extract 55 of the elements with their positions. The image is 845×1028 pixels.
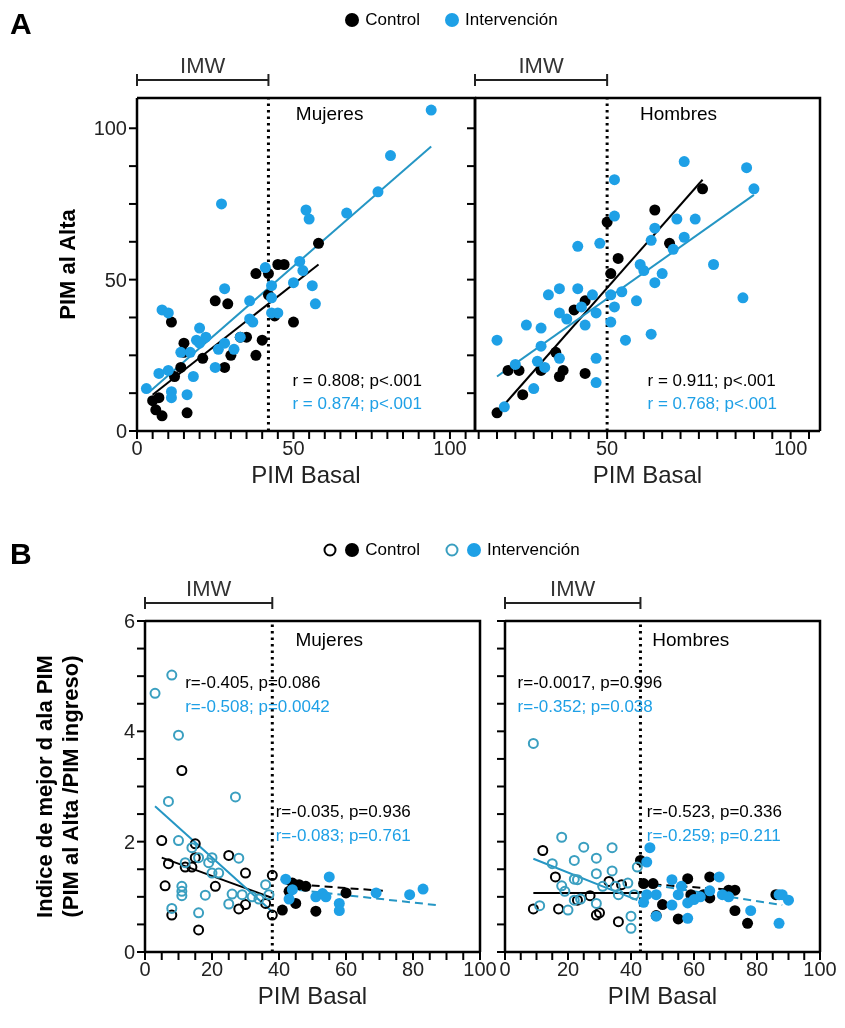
- legend-label: Intervención: [487, 540, 580, 560]
- x-tick-label: 100: [803, 958, 837, 981]
- chart-title: A: [10, 7, 32, 40]
- annotation: r=-0.035, p=0.936: [275, 802, 411, 822]
- annotation: r=-0.405, p=0.086: [185, 673, 321, 693]
- legend-label: Control: [365, 10, 421, 30]
- y-tick-label: 0: [123, 941, 135, 964]
- ref-line-label: IMW: [550, 576, 596, 601]
- x-tick-label: 80: [745, 958, 769, 981]
- x-tick-label: 50: [282, 437, 305, 460]
- x-tick-label: 0: [139, 958, 151, 981]
- legend-label: Control: [365, 540, 421, 560]
- x-tick-label: 80: [401, 958, 425, 981]
- x-tick-label: 20: [200, 958, 224, 981]
- x-axis-title: PIM Basal: [592, 461, 703, 488]
- x-tick-label: 50: [596, 437, 619, 460]
- y-tick-label: 50: [104, 268, 127, 291]
- x-tick-label: 60: [682, 958, 706, 981]
- x-axis-title: PIM Basal: [257, 982, 368, 1009]
- y-tick-label: 0: [115, 420, 127, 443]
- annotation: r=-0.0017, p=0.996: [517, 673, 663, 693]
- chart-title: B: [10, 537, 32, 570]
- x-tick-label: 20: [556, 958, 580, 981]
- annotation: r = 0.874; p<.001: [292, 393, 422, 413]
- annotation: Mujeres: [295, 102, 364, 124]
- annotation: r = 0.911; p<.001: [647, 370, 776, 390]
- annotation: r = 0.768; p<.001: [647, 393, 777, 413]
- y-axis-title: Indice de mejor d ala PIM (PIM al Alta /PIM ingreso): [32, 655, 83, 918]
- annotation: r=-0.083; p=0.761: [275, 825, 411, 845]
- annotation: Mujeres: [295, 628, 364, 650]
- annotation: Hombres: [640, 102, 718, 124]
- y-tick-label: 2: [123, 830, 135, 853]
- annotation: r=-0.259; p=0.211: [646, 825, 781, 845]
- x-axis-title: PIM Basal: [251, 461, 361, 488]
- x-tick-label: 100: [773, 437, 808, 460]
- x-tick-label: 100: [463, 958, 497, 981]
- x-tick-label: 100: [433, 437, 467, 460]
- x-tick-label: 40: [619, 958, 643, 981]
- annotation: r=-0.523, p=0.336: [646, 802, 782, 822]
- ref-line-label: IMW: [180, 53, 226, 78]
- x-axis-title: PIM Basal: [607, 982, 718, 1009]
- x-tick-label: 0: [499, 958, 511, 981]
- ref-line-label: IMW: [518, 53, 564, 78]
- y-axis-title: PIM al Alta: [55, 208, 80, 320]
- annotation: r=-0.508; p=0.0042: [185, 696, 330, 716]
- annotation: Hombres: [652, 628, 730, 650]
- annotation: r=-0.352; p=0.038: [517, 696, 653, 716]
- x-tick-label: 40: [267, 958, 291, 981]
- annotation: r = 0.808; p<.001: [292, 370, 422, 390]
- legend-label: Intervención: [465, 10, 558, 30]
- ref-line-label: IMW: [186, 576, 232, 601]
- y-tick-label: 100: [93, 117, 127, 140]
- y-tick-label: 4: [123, 720, 135, 743]
- x-tick-label: 60: [334, 958, 358, 981]
- y-tick-label: 6: [123, 610, 135, 633]
